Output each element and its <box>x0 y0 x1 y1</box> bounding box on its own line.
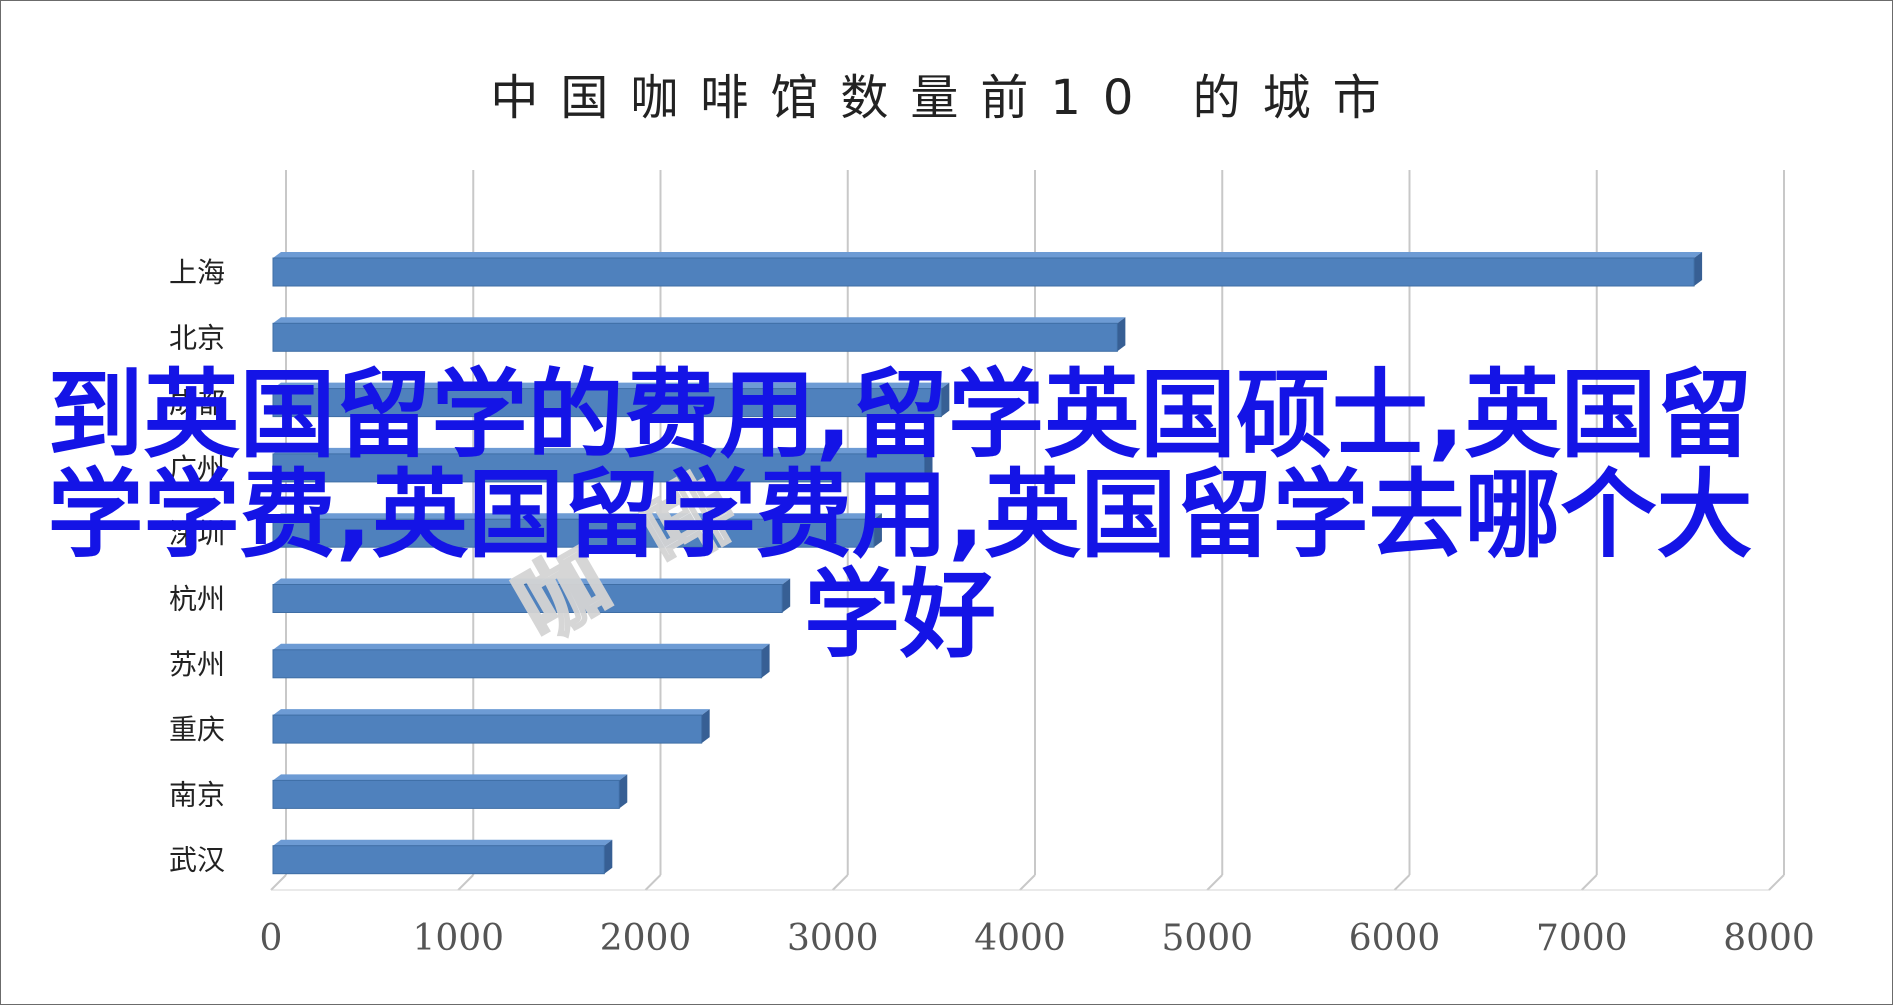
category-label: 重庆 <box>169 713 225 746</box>
bar <box>272 584 783 613</box>
gridline-floor <box>1019 874 1036 891</box>
bar <box>272 518 875 548</box>
bar <box>272 714 703 744</box>
gridline-floor <box>457 874 474 891</box>
bar-top <box>273 447 933 454</box>
category-label: 南京 <box>169 778 225 811</box>
x-tick-label: 1000 <box>412 918 504 959</box>
gridline-floor <box>1581 874 1598 891</box>
chart-title: 中国咖啡馆数量前10 的城市 <box>490 70 1403 126</box>
category-label: 上海 <box>169 256 225 289</box>
bar-side <box>604 839 613 874</box>
gridline-floor <box>1768 874 1785 891</box>
bar <box>272 257 1695 287</box>
category-label: 北京 <box>169 321 225 354</box>
x-tick-label: 7000 <box>1536 918 1628 959</box>
bar-top <box>273 709 710 716</box>
x-tick-label: 5000 <box>1161 918 1253 959</box>
bar-side <box>941 382 950 417</box>
overlay-caption: 到英国留学的费用,留学英国硕士,英国留学学费,英国留学费用,英国留学去哪个大学好 <box>47 359 1753 671</box>
category-label: 广州 <box>169 452 225 485</box>
gridline-floor <box>832 874 849 891</box>
bar <box>272 453 926 483</box>
bar-side <box>619 774 628 809</box>
bar <box>272 779 620 809</box>
bar-top <box>273 513 882 520</box>
category-label: 杭州 <box>169 583 225 616</box>
bar-top <box>273 643 770 650</box>
gridline-floor <box>644 874 662 891</box>
bar <box>272 322 1118 352</box>
bar-side <box>873 513 882 548</box>
bar-top <box>273 774 628 781</box>
bar-side <box>761 643 770 678</box>
bar-top <box>273 578 791 585</box>
category-label: 苏州 <box>169 648 225 681</box>
x-tick-label: 3000 <box>787 918 879 959</box>
bar-top <box>273 839 613 846</box>
bar-side <box>701 709 710 744</box>
bar-side <box>1117 317 1126 352</box>
bar <box>272 388 942 418</box>
bar-top <box>273 317 1126 324</box>
bar-side <box>924 447 933 482</box>
category-label: 深圳 <box>169 517 225 550</box>
category-label: 成都 <box>169 387 225 420</box>
bar <box>272 649 763 679</box>
x-tick-label: 6000 <box>1349 918 1441 959</box>
bar-side <box>782 578 791 613</box>
bar <box>272 845 605 875</box>
x-tick-label: 2000 <box>600 918 692 959</box>
x-tick-label: 4000 <box>974 918 1066 959</box>
gridline-floor <box>1206 874 1223 891</box>
bar-top <box>273 382 950 389</box>
x-tick-label: 0 <box>260 918 283 959</box>
x-tick-label: 8000 <box>1723 918 1815 959</box>
gridline-floor <box>270 874 287 891</box>
bar-side <box>1694 252 1703 286</box>
bar-top <box>273 252 1703 258</box>
category-label: 武汉 <box>169 844 225 877</box>
gridline-floor <box>1393 874 1411 891</box>
